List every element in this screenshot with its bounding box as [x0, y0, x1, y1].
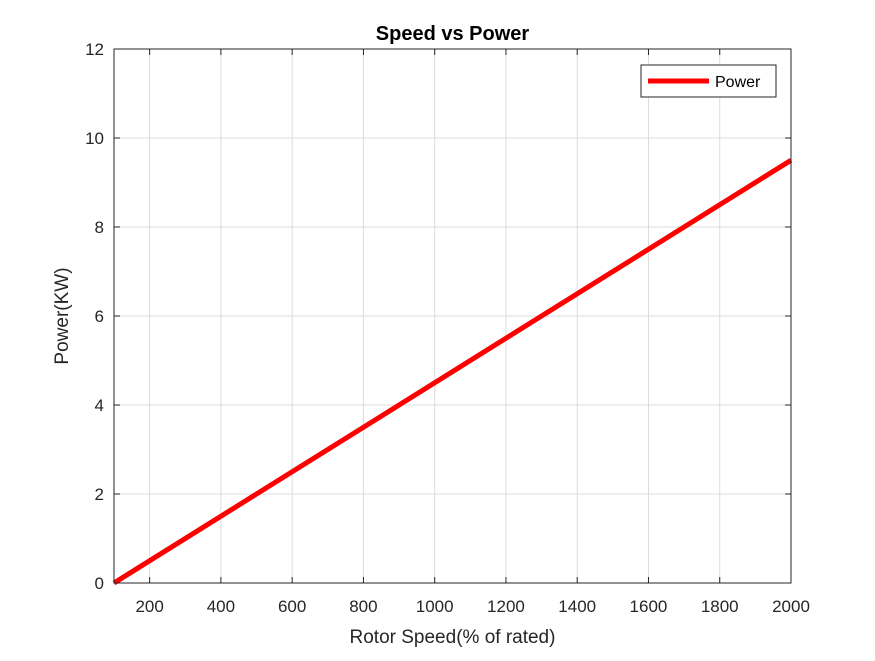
y-tick-label: 2 [95, 485, 104, 504]
y-tick-label: 4 [95, 396, 104, 415]
x-tick-label: 1800 [701, 597, 739, 616]
y-tick-label: 8 [95, 218, 104, 237]
x-axis-label: Rotor Speed(% of rated) [350, 627, 556, 648]
y-axis-label: Power(KW) [52, 267, 73, 364]
y-tick-label: 6 [95, 307, 104, 326]
x-tick-label: 1600 [630, 597, 668, 616]
legend-label-power: Power [715, 74, 761, 91]
legend: Power [640, 64, 777, 98]
grid [114, 48, 792, 584]
x-tick-label: 600 [278, 597, 306, 616]
x-tick-label: 1200 [487, 597, 525, 616]
ticks: 200 400 600 800 1000 1200 1400 1600 1800 2000 0 2 4 6… [85, 40, 810, 616]
series-line-power [112, 158, 793, 586]
x-tick-label: 1400 [558, 597, 596, 616]
x-tick-label: 400 [207, 597, 235, 616]
x-tick-label: 2000 [772, 597, 810, 616]
chart-title: Speed vs Power [376, 23, 530, 45]
y-tick-label: 10 [85, 129, 104, 148]
x-tick-label: 200 [135, 597, 163, 616]
y-tick-label: 0 [95, 574, 104, 593]
x-tick-label: 800 [349, 597, 377, 616]
y-tick-label: 12 [85, 40, 104, 59]
series-layer [112, 158, 793, 586]
x-tick-label: 1000 [416, 597, 454, 616]
